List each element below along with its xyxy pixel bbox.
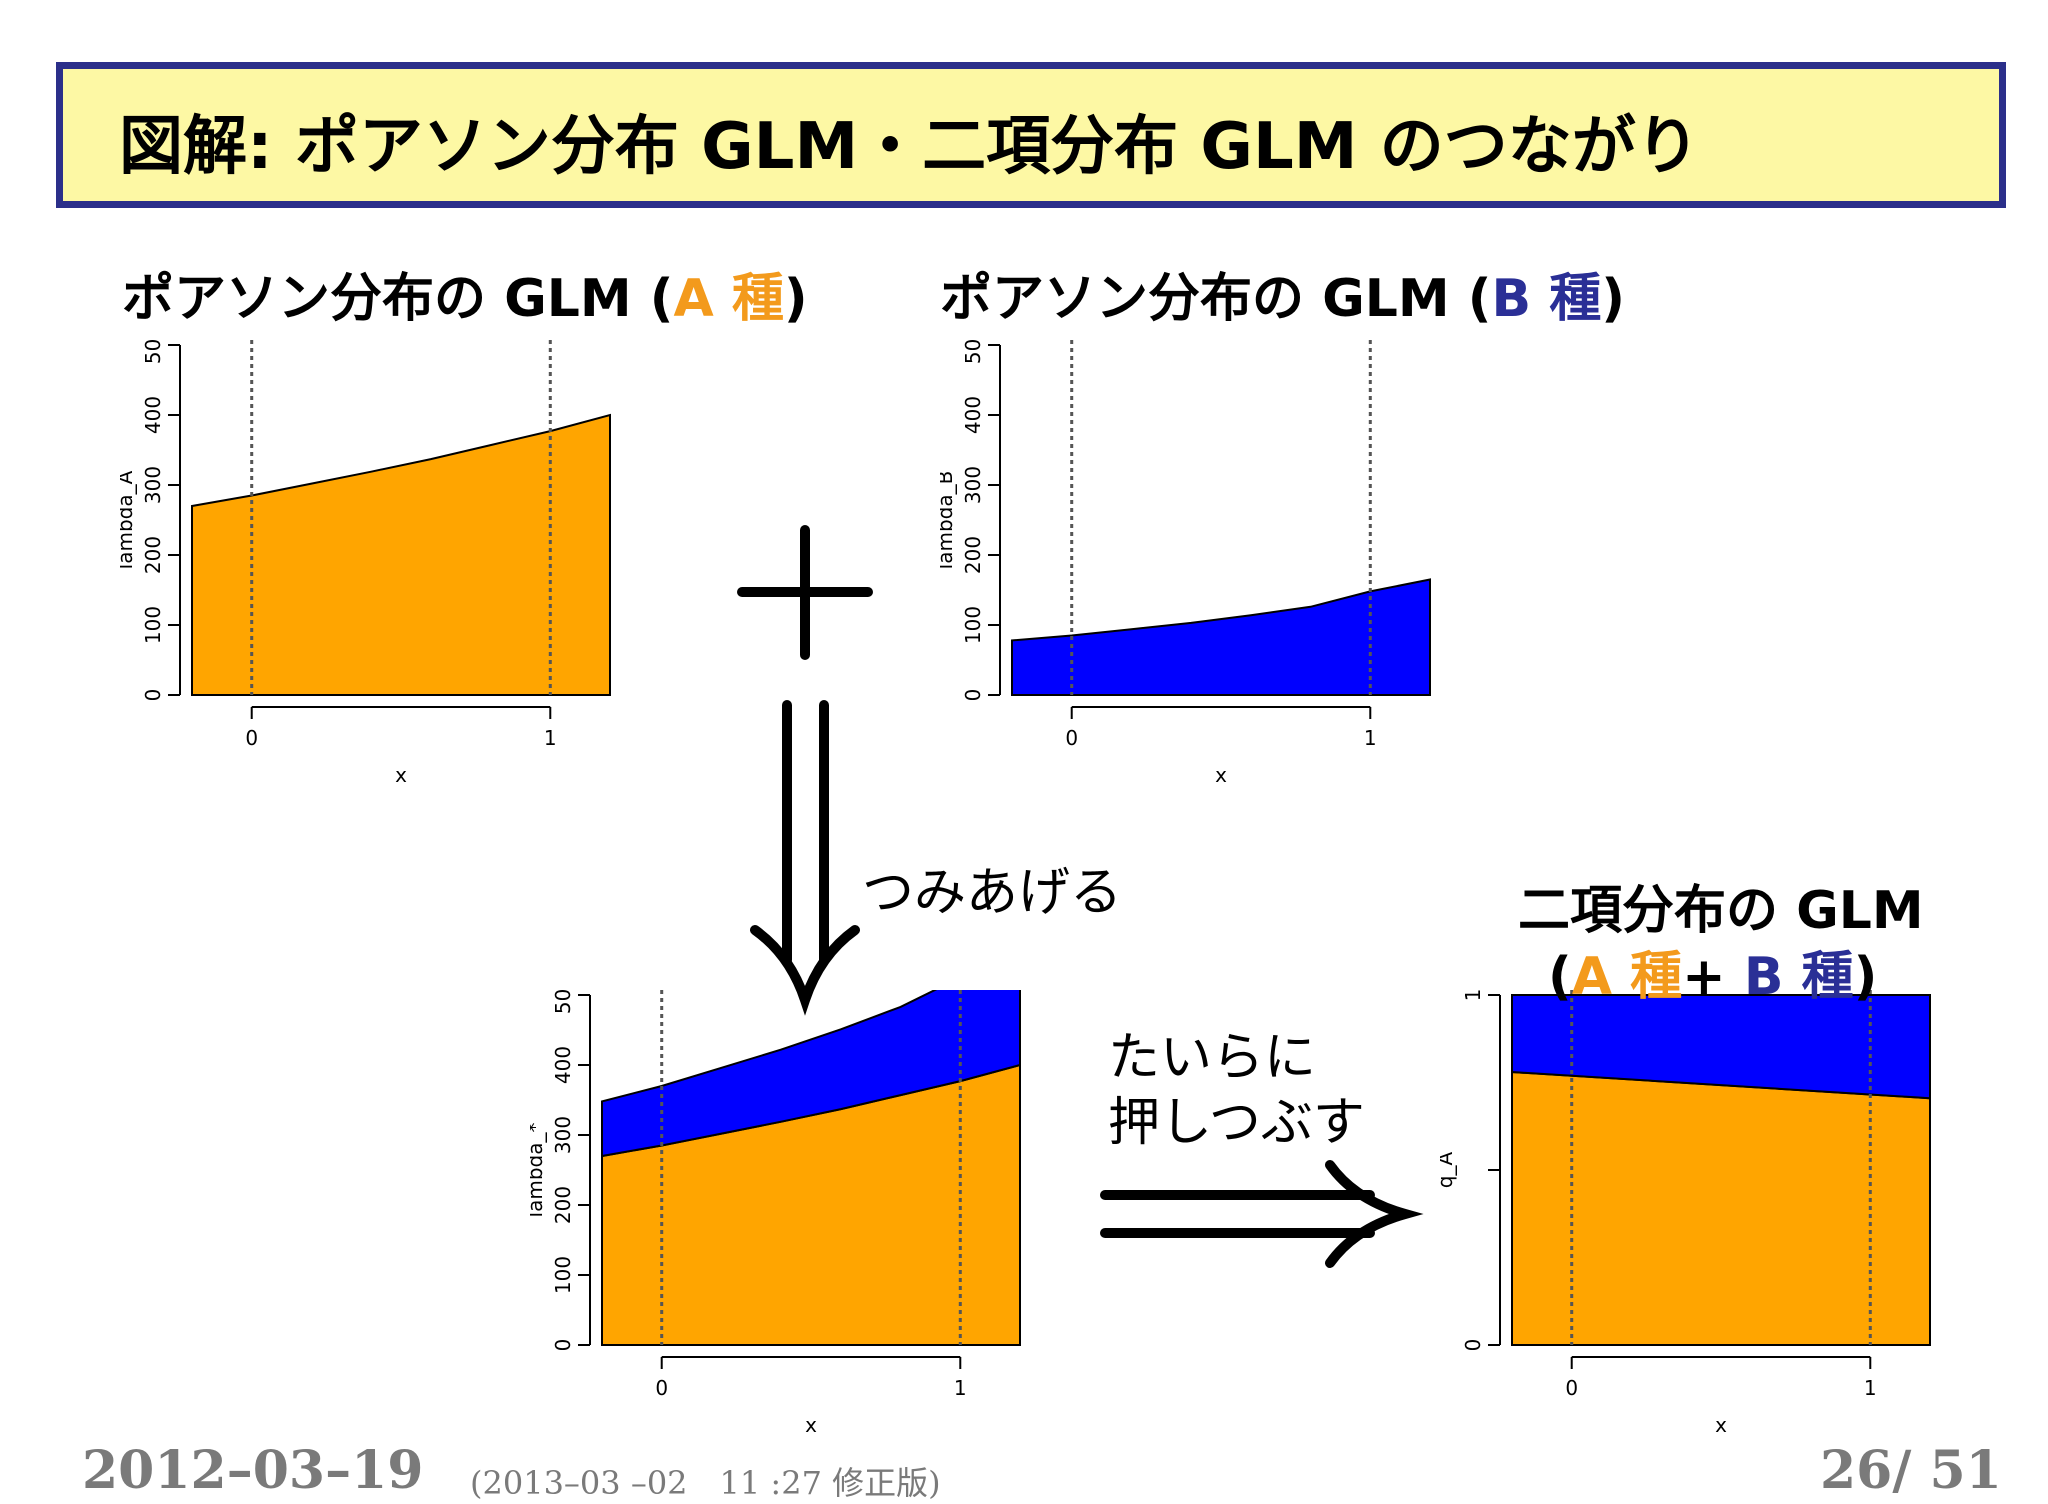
title-box: 図解: ポアソン分布 GLM・二項分布 GLM のつながり [56, 62, 2006, 208]
panel-b-label-suffix: ) [1601, 269, 1626, 329]
binom-open: ( [1548, 947, 1572, 1007]
x-axis-label: x [395, 763, 407, 787]
y-axis-label: lambda_A [120, 470, 137, 569]
chart-q-a: 0 1 q_A 0 1 x [1440, 990, 1931, 1437]
binom-species-b: B 種 [1743, 947, 1854, 1007]
panel-a-label: ポアソン分布の GLM (A 種) [122, 256, 808, 331]
y-axis-label: lambda_* [530, 1123, 547, 1218]
y-tick-label-2: 200 [551, 1186, 575, 1224]
chart-lambda-b: 0 100 200 300 400 500 lambda_B 0 1 x [940, 340, 1431, 787]
panel-a-label-prefix: ポアソン分布の GLM ( [122, 269, 674, 329]
y-tick-label-3: 300 [961, 466, 985, 504]
x-tick-label-0: 0 [245, 726, 258, 750]
x-tick-label-0: 0 [655, 1376, 668, 1400]
area-series-0 [1011, 578, 1431, 696]
y-tick-label-5: 500 [551, 990, 575, 1014]
y-tick-label-4: 400 [141, 396, 165, 434]
panel-b-label-prefix: ポアソン分布の GLM ( [940, 269, 1492, 329]
y-axis-label: q_A [1440, 1152, 1457, 1189]
binom-species-a: A 種 [1571, 947, 1683, 1007]
flatten-label-line2: 押しつぶす [1108, 1093, 1365, 1153]
y-tick-label-0: 0 [1461, 1339, 1485, 1352]
x-axis-label: x [805, 1413, 817, 1437]
down-double-arrow-icon [750, 700, 860, 1016]
x-tick-label-1: 1 [954, 1376, 967, 1400]
flatten-label-line1: たいらに [1108, 1028, 1317, 1088]
area-series-1 [1511, 994, 1931, 1100]
y-tick-label-2: 1 [1461, 990, 1485, 1001]
footer-page-number: 26/ 51 [1820, 1440, 2002, 1501]
y-tick-label-2: 200 [141, 536, 165, 574]
footer-revision: (2013–03 –02 11 :27 修正版) [470, 1464, 941, 1502]
x-tick-label-1: 1 [1364, 726, 1377, 750]
y-tick-label-0: 0 [141, 689, 165, 702]
binom-plus: + [1682, 947, 1744, 1007]
y-tick-label-0: 0 [551, 1339, 575, 1352]
panel-a-label-suffix: ) [783, 269, 808, 329]
y-tick-label-0: 0 [961, 689, 985, 702]
footer-date: 2012–03–19 [82, 1440, 424, 1501]
x-tick-label-1: 1 [1864, 1376, 1877, 1400]
area-series-1 [601, 990, 1021, 1158]
x-axis-label: x [1715, 1413, 1727, 1437]
x-tick-label-1: 1 [544, 726, 557, 750]
y-tick-label-2: 200 [961, 536, 985, 574]
right-double-arrow-icon [1100, 1160, 1424, 1268]
binom-label-line1: 二項分布の GLM [1518, 881, 1924, 941]
chart-lambda-a: 0 100 200 300 400 500 lambda_A 0 1 x [120, 340, 611, 787]
panel-b-label: ポアソン分布の GLM (B 種) [940, 256, 1625, 331]
y-tick-label-4: 400 [961, 396, 985, 434]
panel-b-species: B 種 [1491, 269, 1602, 329]
y-tick-label-3: 300 [551, 1116, 575, 1154]
y-tick-label-4: 400 [551, 1046, 575, 1084]
area-series-0 [191, 413, 611, 696]
binom-close: ) [1853, 947, 1878, 1007]
slide-title: 図解: ポアソン分布 GLM・二項分布 GLM のつながり [119, 110, 1700, 184]
y-tick-label-5: 500 [961, 340, 985, 364]
x-tick-label-0: 0 [1565, 1376, 1578, 1400]
y-tick-label-1: 100 [961, 606, 985, 644]
y-tick-label-1: 100 [141, 606, 165, 644]
y-tick-label-1: 100 [551, 1256, 575, 1294]
y-axis-label: lambda_B [940, 471, 957, 570]
plus-icon [737, 525, 873, 660]
x-tick-label-0: 0 [1065, 726, 1078, 750]
y-tick-label-3: 300 [141, 466, 165, 504]
y-tick-label-5: 500 [141, 340, 165, 364]
chart-lambda-stacked: 0 100 200 300 400 500 lambda_* 0 1 x [530, 990, 1021, 1437]
stack-label: つみあげる [862, 863, 1123, 923]
x-axis-label: x [1215, 763, 1227, 787]
binom-label-line2: (A 種+ B 種) [1548, 934, 1877, 1009]
panel-a-species: A 種 [673, 269, 784, 329]
